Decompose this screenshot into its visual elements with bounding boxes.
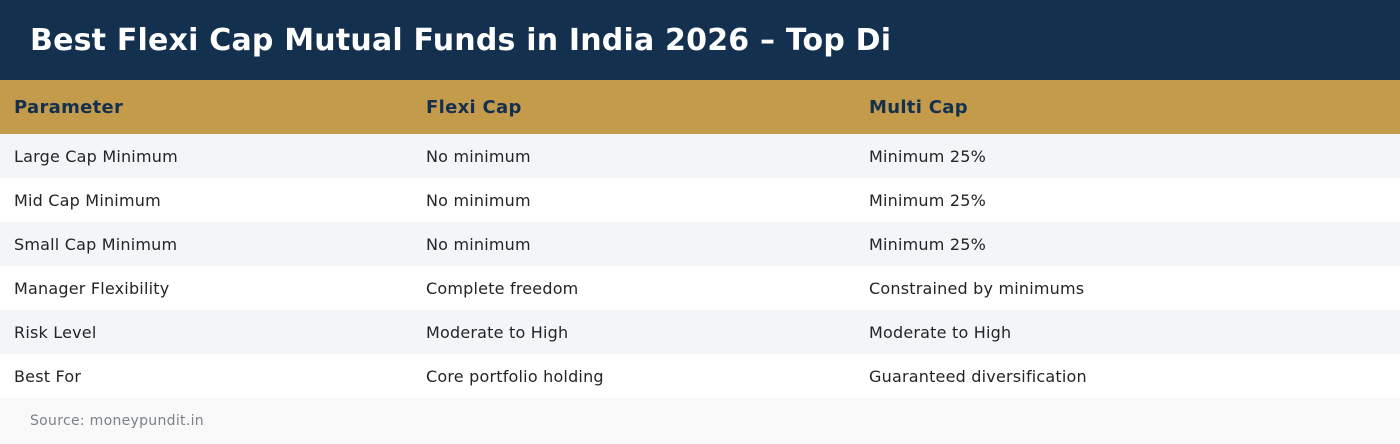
parameter-cell: Risk Level [14,322,97,342]
column-header-multi-cap: Multi Cap [869,96,968,118]
table-row: Best For Core portfolio holding Guarante… [0,354,1400,398]
flexi-cap-cell: No minimum [426,146,531,166]
column-header-flexi-cap: Flexi Cap [426,96,522,118]
table-row: Large Cap Minimum No minimum Minimum 25% [0,134,1400,178]
flexi-cap-cell: No minimum [426,234,531,254]
comparison-table: Parameter Flexi Cap Multi Cap Large Cap … [0,80,1400,398]
flexi-cap-cell: Moderate to High [426,322,569,342]
table-body: Large Cap Minimum No minimum Minimum 25%… [0,134,1400,398]
table-row: Manager Flexibility Complete freedom Con… [0,266,1400,310]
multi-cap-cell: Minimum 25% [869,234,986,254]
title-bar: Best Flexi Cap Mutual Funds in India 202… [0,0,1400,80]
parameter-cell: Large Cap Minimum [14,146,178,166]
table-row: Risk Level Moderate to High Moderate to … [0,310,1400,354]
multi-cap-cell: Minimum 25% [869,146,986,166]
parameter-cell: Best For [14,366,82,386]
source-text: Source: moneypundit.in [30,413,204,429]
parameter-cell: Small Cap Minimum [14,234,178,254]
page-title: Best Flexi Cap Mutual Funds in India 202… [30,22,892,58]
multi-cap-cell: Constrained by minimums [869,278,1085,298]
flexi-cap-cell: Complete freedom [426,278,579,298]
table-header: Parameter Flexi Cap Multi Cap [0,80,1400,134]
table-row: Small Cap Minimum No minimum Minimum 25% [0,222,1400,266]
multi-cap-cell: Minimum 25% [869,190,986,210]
header-row: Parameter Flexi Cap Multi Cap [0,80,1400,134]
parameter-cell: Mid Cap Minimum [14,190,161,210]
multi-cap-cell: Guaranteed diversification [869,366,1087,386]
source-note: Source: moneypundit.in [0,398,1400,444]
flexi-cap-cell: Core portfolio holding [426,366,604,386]
column-header-parameter: Parameter [14,96,124,118]
table-row: Mid Cap Minimum No minimum Minimum 25% [0,178,1400,222]
flexi-cap-cell: No minimum [426,190,531,210]
parameter-cell: Manager Flexibility [14,278,170,298]
multi-cap-cell: Moderate to High [869,322,1012,342]
